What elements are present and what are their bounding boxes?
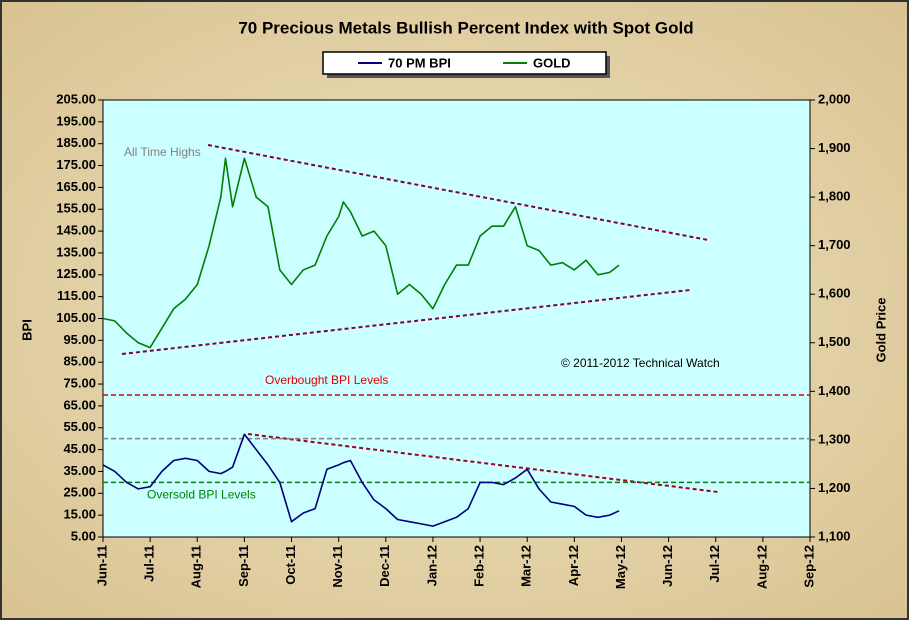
x-tick-label: Jul-11 [142, 545, 157, 582]
y-tick-label: 145.00 [56, 223, 96, 238]
reference-label: Oversold BPI Levels [147, 488, 256, 502]
plot-area [102, 99, 811, 538]
x-tick-label: Nov-11 [330, 545, 345, 588]
x-tick-label: Oct-11 [283, 545, 298, 585]
y2-tick-label: 1,700 [818, 237, 851, 252]
series-line [102, 433, 620, 527]
y-tick-label: 165.00 [56, 179, 96, 194]
y2-tick-label: 2,000 [818, 91, 851, 106]
x-tick-label: Aug-11 [189, 545, 204, 588]
x-tick-label: Sep-12 [801, 545, 816, 588]
y2-tick-label: 1,200 [818, 480, 851, 495]
y-axis-label: BPI [19, 319, 34, 341]
x-tick-label: Apr-12 [566, 545, 581, 586]
legend-label: 70 PM BPI [388, 55, 451, 70]
chart-title: 70 Precious Metals Bullish Percent Index… [238, 18, 693, 37]
x-tick-label: May-12 [613, 545, 628, 589]
y2-tick-label: 1,900 [818, 140, 851, 155]
y-tick-label: 65.00 [63, 397, 96, 412]
x-tick-label: Sep-11 [236, 545, 251, 587]
y-tick-label: 15.00 [63, 507, 96, 522]
y-tick-label: 75.00 [63, 375, 96, 390]
y-tick-label: 175.00 [56, 157, 96, 172]
y-tick-label: 105.00 [56, 310, 96, 325]
y-tick-label: 125.00 [56, 266, 96, 281]
y2-axis-label: Gold Price [873, 297, 888, 362]
y-tick-label: 195.00 [56, 113, 96, 128]
reference-label: Overbought BPI Levels [265, 373, 388, 387]
legend [322, 51, 607, 75]
annotation: © 2011-2012 Technical Watch [561, 356, 720, 370]
y-tick-label: 135.00 [56, 244, 96, 259]
x-tick-label: Dec-11 [377, 545, 392, 587]
y2-tick-label: 1,500 [818, 334, 851, 349]
x-tick-label: Mar-12 [519, 545, 534, 587]
y2-tick-label: 1,300 [818, 431, 851, 446]
y-tick-label: 205.00 [56, 91, 96, 106]
y2-tick-label: 1,400 [818, 383, 851, 398]
y2-tick-label: 1,600 [818, 286, 851, 301]
x-tick-label: Aug-12 [754, 545, 769, 589]
trend-line [121, 289, 691, 355]
y-tick-label: 95.00 [63, 332, 96, 347]
y-tick-label: 85.00 [63, 354, 96, 369]
legend-label: GOLD [533, 55, 571, 70]
y-tick-label: 45.00 [63, 441, 96, 456]
x-tick-label: Jun-11 [94, 545, 109, 586]
y-tick-label: 55.00 [63, 419, 96, 434]
y-tick-label: 115.00 [57, 288, 96, 303]
y2-tick-label: 1,100 [818, 528, 851, 543]
annotation: All Time Highs [124, 145, 201, 159]
y-tick-label: 25.00 [63, 485, 96, 500]
y-tick-label: 185.00 [56, 135, 96, 150]
series-line [102, 157, 620, 349]
x-tick-label: Jun-12 [660, 545, 675, 587]
x-tick-label: Jul-12 [707, 545, 722, 583]
x-tick-label: Feb-12 [472, 545, 487, 587]
y-tick-label: 5.00 [71, 528, 96, 543]
trend-line [207, 144, 709, 241]
y2-tick-label: 1,800 [818, 189, 851, 204]
y-tick-label: 155.00 [56, 201, 96, 216]
y-tick-label: 35.00 [63, 463, 96, 478]
x-tick-label: Jan-12 [424, 545, 439, 586]
